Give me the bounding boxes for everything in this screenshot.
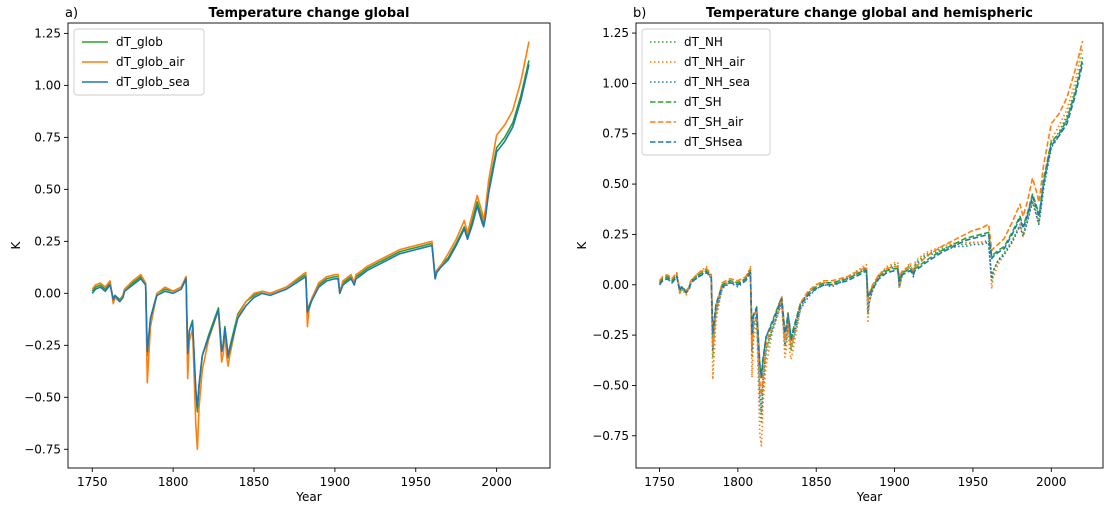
legend-box — [641, 28, 771, 156]
y-tick-label: 0.50 — [602, 177, 629, 191]
x-tick-label: 2000 — [481, 475, 512, 489]
series-line-dT_NH_sea — [658, 63, 1084, 413]
legend: dT_NH dT_NH_air dT_NH_sea dT_SH dT_SH_air dT_… — [641, 28, 771, 156]
series-lines — [658, 40, 1084, 447]
legend-label: dT_SH_air — [684, 115, 743, 129]
series-line-dT_SHsea — [658, 63, 1084, 379]
y-axis-label: K — [575, 240, 589, 249]
y-tick-label: 0.00 — [34, 286, 61, 300]
series-line-dT_glob_sea — [91, 64, 530, 409]
x-axis-label: Year — [856, 490, 882, 504]
x-tick-label: 2000 — [1036, 475, 1067, 489]
chart-title: Temperature change global — [209, 6, 410, 21]
y-tick-label: −0.75 — [24, 442, 61, 456]
legend-label: dT_glob_air — [116, 55, 185, 69]
series-lines — [91, 41, 530, 451]
axes-frame — [67, 22, 551, 469]
y-tick-label: −0.25 — [24, 338, 61, 352]
y-tick-label: 0.25 — [602, 227, 629, 241]
series-line-dT_SH_air — [658, 40, 1084, 397]
x-tick-label: 1750 — [77, 475, 108, 489]
legend-label: dT_glob_sea — [116, 75, 190, 89]
series-line-dT_SH — [658, 59, 1084, 379]
y-tick-label: 1.25 — [34, 26, 61, 40]
x-tick-label: 1950 — [958, 475, 989, 489]
y-tick-label: 1.00 — [602, 76, 629, 90]
y-tick-label: 0.75 — [602, 127, 629, 141]
chart-panel-b: 1750 1800 1850 1900 1950 2000 −0.75 −0.50 −0.25 0… — [575, 6, 1104, 504]
x-tick-label: 1750 — [644, 475, 675, 489]
y-tick-label: −0.50 — [592, 378, 629, 392]
legend-label: dT_SHsea — [684, 135, 743, 149]
legend-label: dT_NH_air — [684, 55, 745, 69]
legend-label: dT_glob — [116, 35, 163, 49]
y-tick-label: −0.75 — [592, 429, 629, 443]
legend-label: dT_NH — [684, 35, 723, 49]
chart-title: Temperature change global and hemispheri… — [706, 6, 1033, 21]
y-tick-label: 1.25 — [602, 26, 629, 40]
x-tick-label: 1900 — [320, 475, 351, 489]
y-tick-label: 1.00 — [34, 78, 61, 92]
series-line-dT_glob_air — [91, 41, 530, 451]
y-tick-label: 0.50 — [34, 182, 61, 196]
chart-panel-a: 1750 1800 1850 1900 1950 2000 −0.75 −0.50 −0.25 0… — [9, 6, 551, 504]
legend: dT_glob dT_glob_air dT_glob_sea — [73, 28, 205, 96]
legend-box — [73, 28, 205, 96]
series-line-dT_NH — [658, 57, 1084, 425]
axes-frame — [635, 22, 1104, 469]
y-axis-label: K — [9, 240, 23, 249]
panel-label: a) — [65, 6, 78, 21]
x-tick-label: 1950 — [400, 475, 431, 489]
panel-label: b) — [633, 6, 646, 21]
y-tick-label: −0.25 — [592, 328, 629, 342]
y-tick-label: −0.50 — [24, 390, 61, 404]
x-tick-label: 1800 — [158, 475, 189, 489]
x-tick-label: 1850 — [239, 475, 270, 489]
y-tick-label: 0.25 — [34, 234, 61, 248]
legend-label: dT_SH — [684, 95, 722, 109]
y-tick-label: 0.00 — [602, 278, 629, 292]
x-tick-label: 1900 — [879, 475, 910, 489]
x-tick-label: 1800 — [723, 475, 754, 489]
legend-label: dT_NH_sea — [684, 75, 750, 89]
y-tick-label: 0.75 — [34, 130, 61, 144]
x-axis-label: Year — [295, 490, 321, 504]
x-tick-label: 1850 — [801, 475, 832, 489]
